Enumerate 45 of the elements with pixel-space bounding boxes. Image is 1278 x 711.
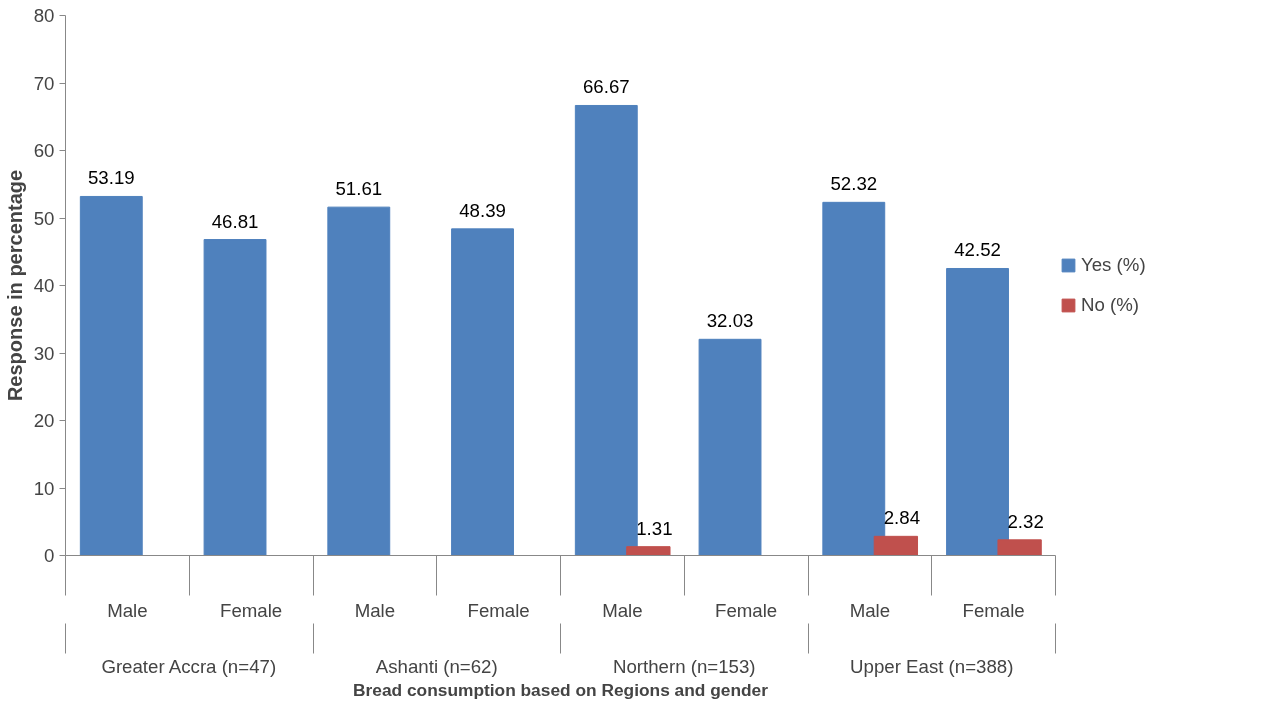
data-label: 42.52 — [954, 239, 1001, 261]
x-tick-label: Male — [354, 599, 396, 621]
bar — [698, 338, 762, 556]
bar — [327, 206, 391, 556]
y-tick-label: 50 — [33, 207, 55, 229]
x-tick-label: Male — [849, 599, 891, 621]
text: Ashanti (n=62) — [375, 655, 498, 677]
bar — [79, 195, 143, 556]
x-tick-label: Male — [602, 599, 643, 621]
x-tick-label: Male — [107, 599, 148, 621]
y-tick-label: 60 — [33, 140, 55, 161]
legend-label: Yes (%) — [1081, 254, 1146, 276]
y-tick-label: 0 — [44, 545, 55, 566]
bar — [997, 539, 1042, 556]
data-label: 66.67 — [582, 76, 630, 98]
y-axis-title: Response in percentage — [3, 169, 26, 402]
data-label: 52.32 — [830, 173, 878, 195]
data-label: 53.19 — [87, 167, 135, 189]
bar — [574, 104, 638, 556]
bar — [822, 201, 886, 556]
x-tick-label: Female — [220, 599, 283, 621]
bar — [873, 535, 919, 556]
y-tick-label: 80 — [33, 5, 55, 26]
bar — [203, 239, 267, 556]
y-tick-label: 20 — [33, 410, 55, 431]
x-axis-title: Bread consumption based on Regions and gender — [353, 679, 769, 700]
legend-label: No (%) — [1081, 294, 1140, 316]
bar — [626, 546, 671, 556]
data-label: 32.03 — [706, 310, 754, 332]
x-tick-label: Female — [962, 599, 1025, 621]
data-label: 1.31 — [636, 517, 673, 539]
x-tick-label: Female — [467, 599, 530, 621]
y-tick-label: 30 — [33, 342, 55, 364]
bar — [451, 228, 514, 556]
text: Greater Accra (n=47) — [101, 655, 277, 677]
x-tick-label: Female — [715, 599, 778, 621]
data-label: 51.61 — [335, 178, 383, 200]
data-label: 48.39 — [459, 199, 506, 221]
y-tick-label: 70 — [33, 72, 55, 94]
text: Upper East (n=388) — [850, 655, 1014, 677]
text: Northern (n=153) — [612, 655, 756, 677]
y-tick-label: 40 — [33, 275, 55, 296]
data-label: 46.81 — [211, 210, 259, 232]
bar — [946, 267, 1009, 556]
y-tick-label: 10 — [33, 477, 55, 499]
